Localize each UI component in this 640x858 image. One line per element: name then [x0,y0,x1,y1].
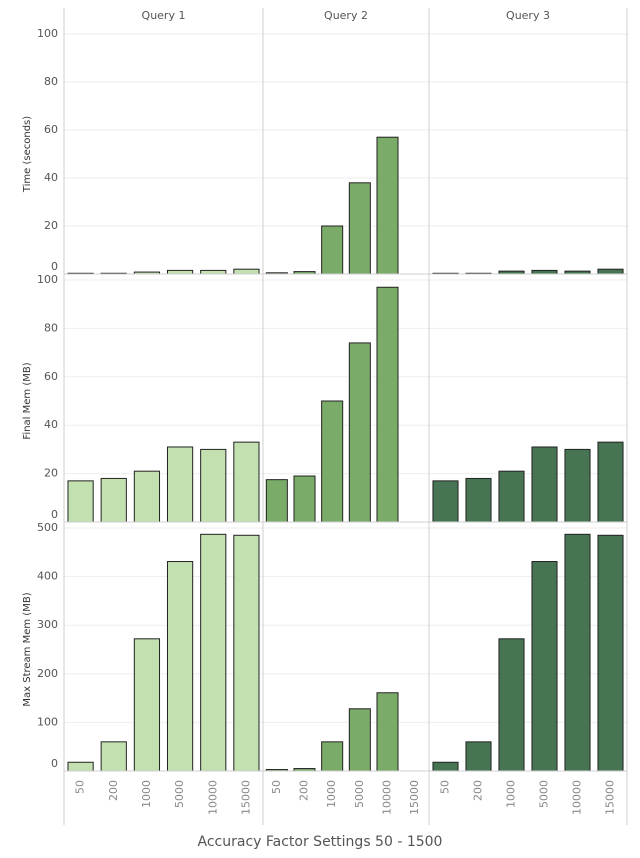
x-axis-label: Accuracy Factor Settings 50 - 1500 [198,834,443,850]
x-tick-label: 5000 [538,780,551,808]
bar [166,446,194,523]
bar [166,269,194,275]
x-tick-label: 10000 [381,780,394,815]
y-tick-label: 100 [37,715,58,728]
y-tick-label: 40 [44,418,58,431]
bar [432,480,459,523]
bar [432,761,459,772]
bar [597,441,624,523]
bar [233,268,260,275]
y-tick-label: 40 [44,171,58,184]
bar [348,342,371,523]
bar [67,480,94,523]
bar [376,692,399,772]
bar [531,561,558,772]
x-tick-label: 5000 [173,780,186,808]
bar [100,477,127,523]
bar [265,479,288,523]
y-tick-label: 500 [37,521,58,534]
x-tick-label: 50 [270,780,283,794]
y-tick-label: 20 [44,219,58,232]
y-tick-label: 300 [37,618,58,631]
bar [498,638,525,772]
bar [348,708,371,772]
y-axis-label: Final Mem (MB) [22,362,33,439]
y-tick-label: 100 [37,27,58,40]
bar [321,741,344,772]
x-tick-label: 15000 [604,780,617,815]
y-axis-label: Max Stream Mem (MB) [22,592,33,706]
bar [564,533,591,772]
x-tick-label: 15000 [239,780,252,815]
y-tick-label: 60 [44,370,58,383]
x-tick-label: 200 [472,780,485,801]
x-tick-label: 15000 [408,780,421,815]
column-header: Query 2 [324,9,368,22]
x-tick-label: 50 [439,780,452,794]
y-axis-label: Time (seconds) [22,116,33,193]
y-tick-label: 0 [51,757,58,770]
x-tick-label: 10000 [206,780,219,815]
bar [293,475,316,523]
x-tick-label: 1000 [140,780,153,808]
x-tick-label: 1000 [505,780,518,808]
bar [597,268,624,275]
bar [166,561,194,772]
bar [233,441,260,523]
y-tick-label: 80 [44,321,58,334]
column-header: Query 1 [142,9,186,22]
y-tick-label: 400 [37,570,58,583]
bar [200,269,227,275]
y-tick-label: 0 [51,260,58,273]
bar [100,741,127,772]
bar [465,477,492,523]
bar [465,741,492,772]
bar [531,269,558,275]
y-tick-label: 20 [44,467,58,480]
x-tick-label: 50 [74,780,87,794]
y-tick-label: 80 [44,75,58,88]
bar [321,225,344,275]
y-tick-label: 100 [37,273,58,286]
y-tick-label: 0 [51,508,58,521]
bar [376,286,399,523]
bar [597,534,624,772]
bar [531,446,558,523]
x-tick-label: 10000 [571,780,584,815]
x-tick-label: 1000 [325,780,338,808]
bar [133,470,161,523]
bar [200,533,227,772]
bar [564,448,591,523]
bar [133,638,161,772]
bar [498,470,525,523]
bar [67,761,94,772]
bar [376,136,399,275]
column-header: Query 3 [506,9,550,22]
x-tick-label: 200 [107,780,120,801]
bar [200,448,227,523]
bar [233,534,260,772]
y-tick-label: 60 [44,123,58,136]
bar [321,400,344,523]
x-tick-label: 5000 [353,780,366,808]
bar [348,182,371,275]
y-tick-label: 200 [37,667,58,680]
x-tick-label: 200 [298,780,311,801]
